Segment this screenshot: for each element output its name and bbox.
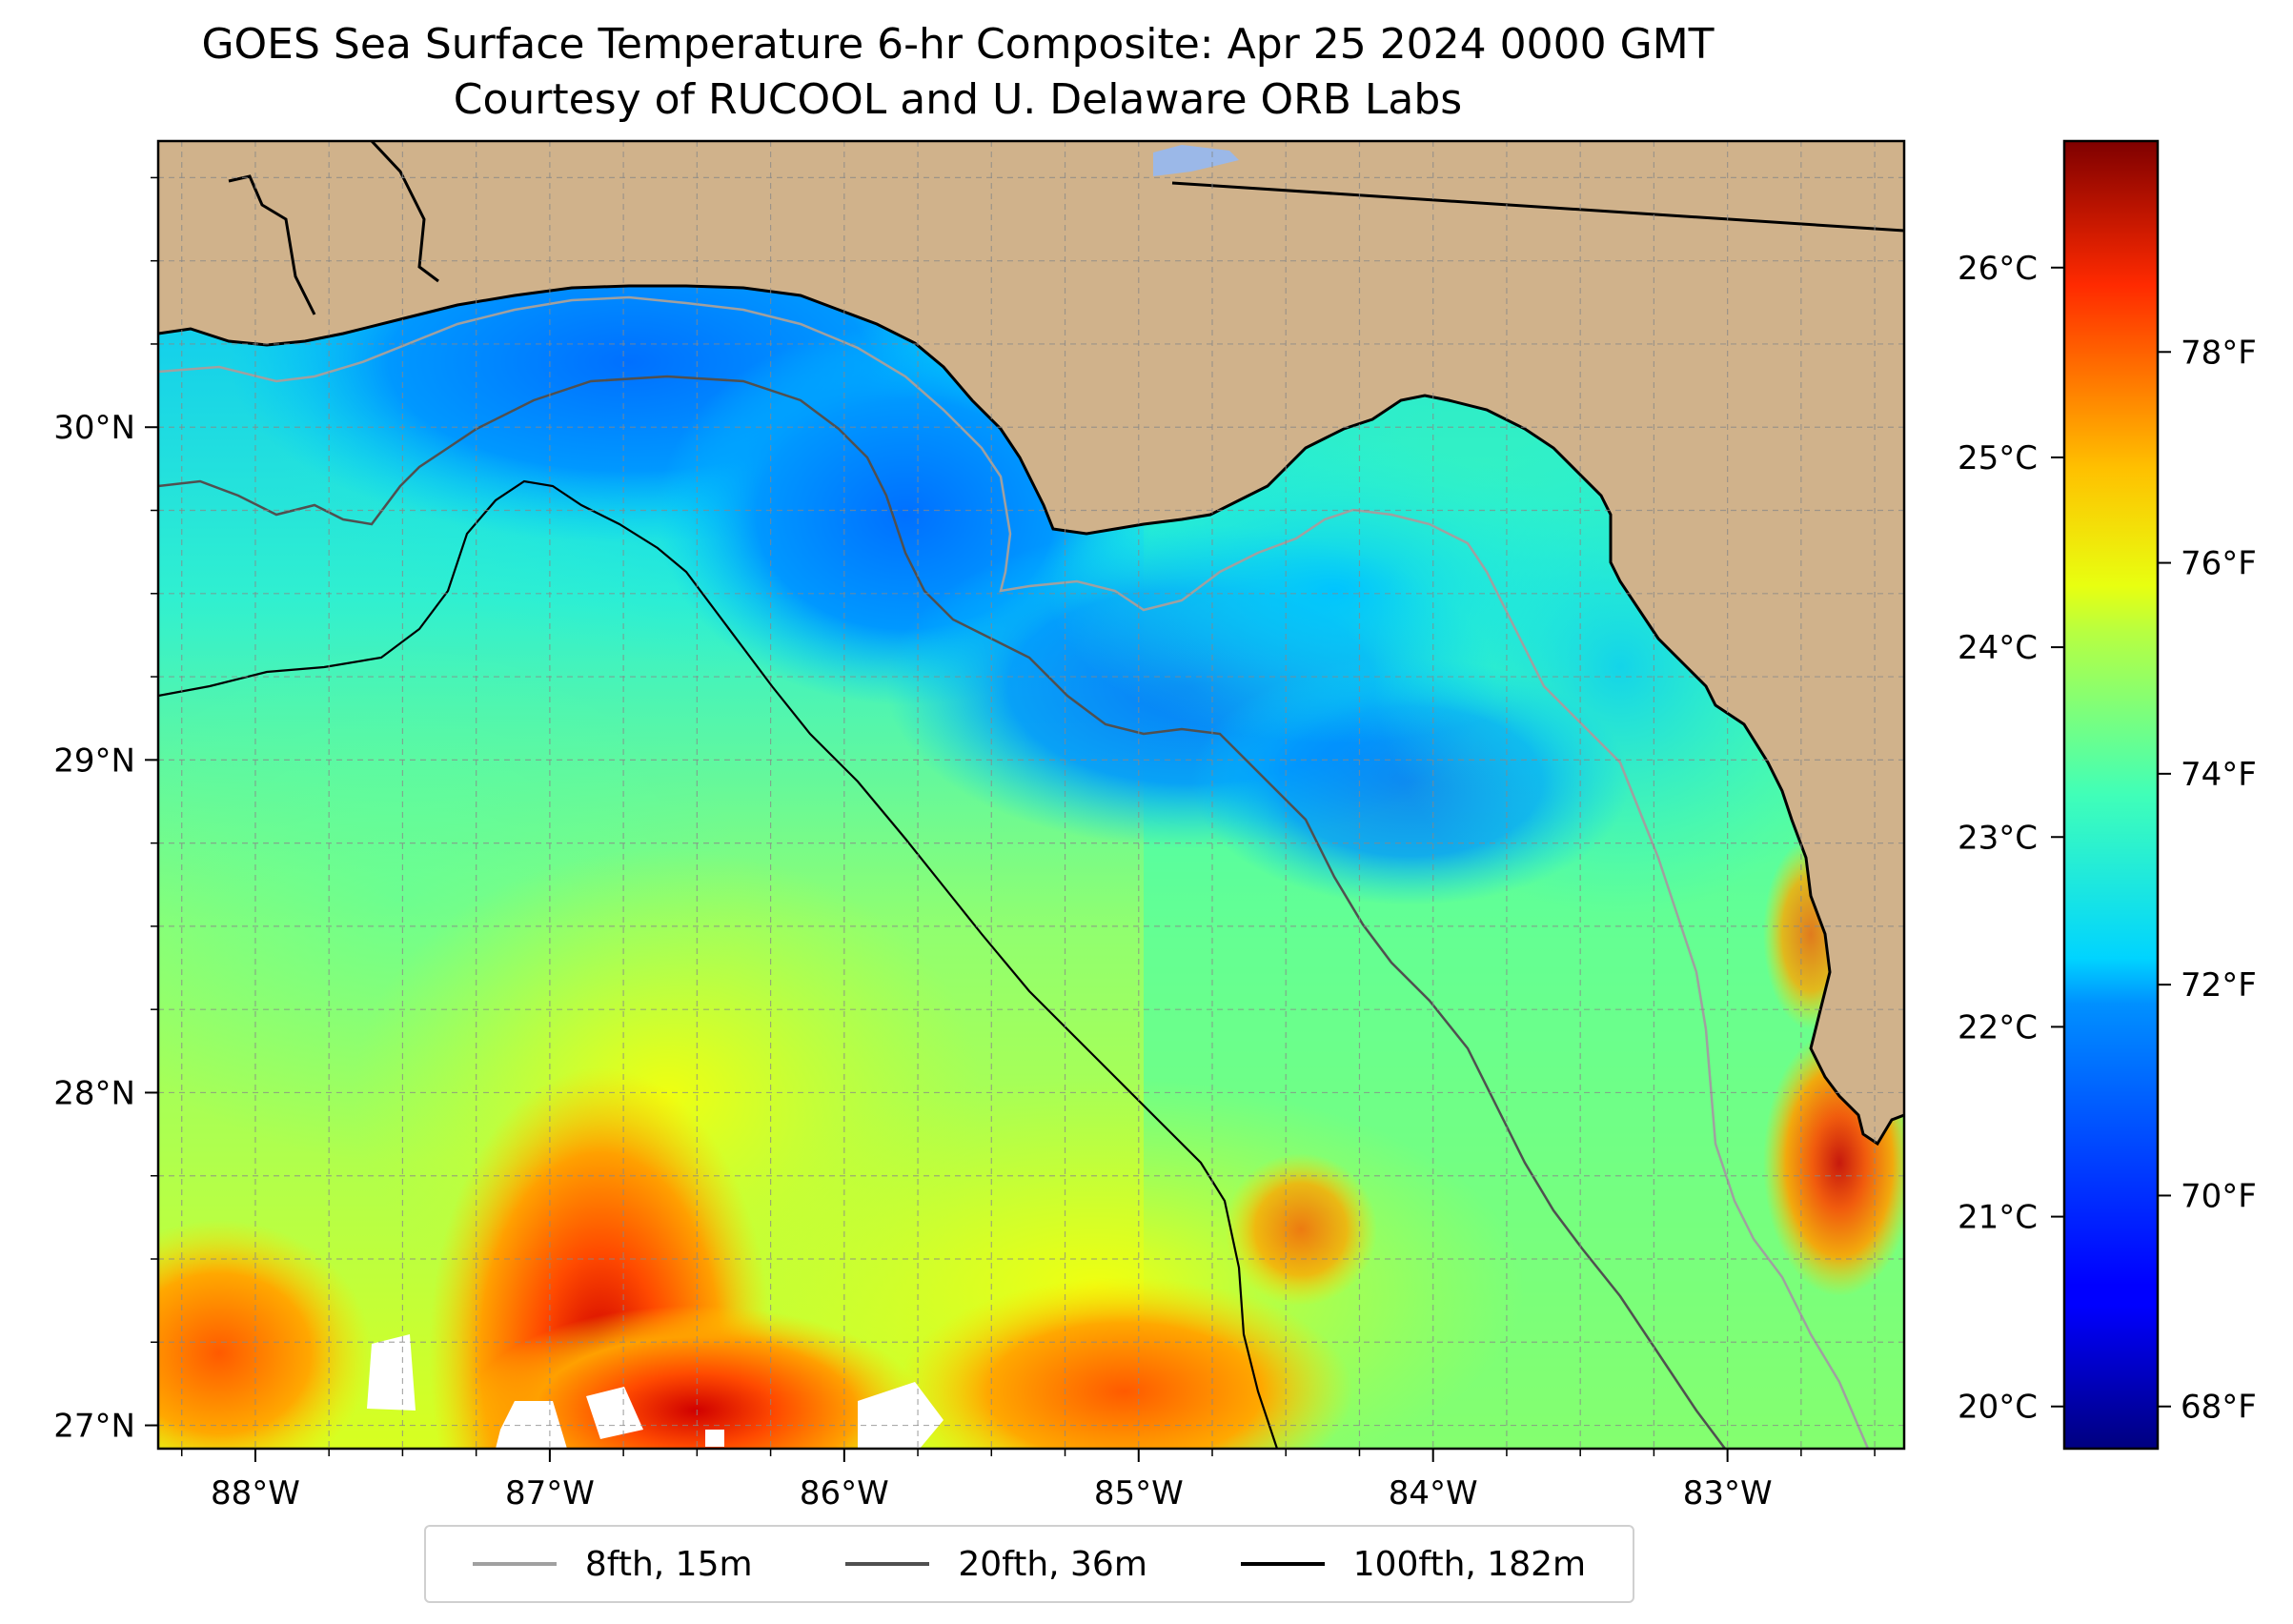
contour-100fth	[158, 479, 1279, 1449]
legend-swatch-100fth	[1240, 1562, 1325, 1566]
legend-label-8fth: 8fth, 15m	[584, 1544, 753, 1584]
celsius-tick-label: 21°C	[1958, 1199, 2038, 1237]
no-data-gaps	[367, 1334, 944, 1449]
fahrenheit-tick-label: 72°F	[2181, 966, 2257, 1005]
colorbar-celsius-axis: 20°C 21°C 22°C 23°C 24°C 25°C 26°C	[1958, 250, 2064, 1427]
lat-tick-label: 28°N	[53, 1074, 135, 1112]
map-frame	[156, 139, 1906, 1451]
fahrenheit-tick-label: 74°F	[2181, 756, 2257, 794]
celsius-tick-label: 23°C	[1958, 819, 2038, 857]
lon-tick-label: 85°W	[1094, 1474, 1184, 1512]
legend-label-20fth: 20fth, 36m	[958, 1544, 1147, 1584]
colorbar	[2062, 139, 2160, 1451]
latitude-axis: 27°N 28°N 29°N 30°N	[53, 176, 158, 1446]
lon-tick-label: 88°W	[211, 1474, 300, 1512]
contour-8fth	[158, 295, 1870, 1449]
map-subtitle: Courtesy of RUCOOL and U. Delaware ORB L…	[453, 75, 1463, 124]
celsius-tick-label: 24°C	[1958, 629, 2038, 667]
legend-item-20fth: 20fth, 36m	[845, 1545, 1147, 1584]
lon-tick-label: 86°W	[800, 1474, 889, 1512]
celsius-tick-label: 22°C	[1958, 1008, 2038, 1046]
fahrenheit-tick-label: 76°F	[2181, 545, 2257, 583]
lat-tick-label: 27°N	[53, 1408, 135, 1446]
lon-tick-label: 83°W	[1683, 1474, 1773, 1512]
lon-tick-label: 84°W	[1389, 1474, 1478, 1512]
map-gridlines	[158, 141, 1904, 1449]
celsius-tick-label: 25°C	[1958, 439, 2038, 477]
legend-item-8fth: 8fth, 15m	[472, 1544, 753, 1584]
legend-swatch-8fth	[472, 1562, 557, 1566]
celsius-tick-label: 20°C	[1958, 1389, 2038, 1427]
lon-tick-label: 87°W	[505, 1474, 595, 1512]
legend-label-100fth: 100fth, 182m	[1352, 1544, 1587, 1584]
map-title: GOES Sea Surface Temperature 6-hr Compos…	[201, 20, 1715, 69]
fahrenheit-tick-label: 78°F	[2181, 334, 2257, 372]
fahrenheit-tick-label: 68°F	[2181, 1389, 2257, 1427]
longitude-axis: 88°W 87°W 86°W 85°W 84°W 83°W	[180, 1449, 1876, 1512]
lat-tick-label: 30°N	[53, 409, 135, 447]
colorbar-fahrenheit-axis: 68°F 70°F 72°F 74°F 76°F 78°F	[2158, 334, 2257, 1427]
fahrenheit-tick-label: 70°F	[2181, 1177, 2257, 1215]
legend-swatch-20fth	[845, 1562, 930, 1566]
land	[158, 141, 1904, 1147]
bathymetry-legend: 8fth, 15m 20fth, 36m 100fth, 182m	[424, 1525, 1634, 1603]
lat-tick-label: 29°N	[53, 741, 135, 780]
celsius-tick-label: 26°C	[1958, 250, 2038, 288]
legend-item-100fth: 100fth, 182m	[1240, 1544, 1587, 1584]
